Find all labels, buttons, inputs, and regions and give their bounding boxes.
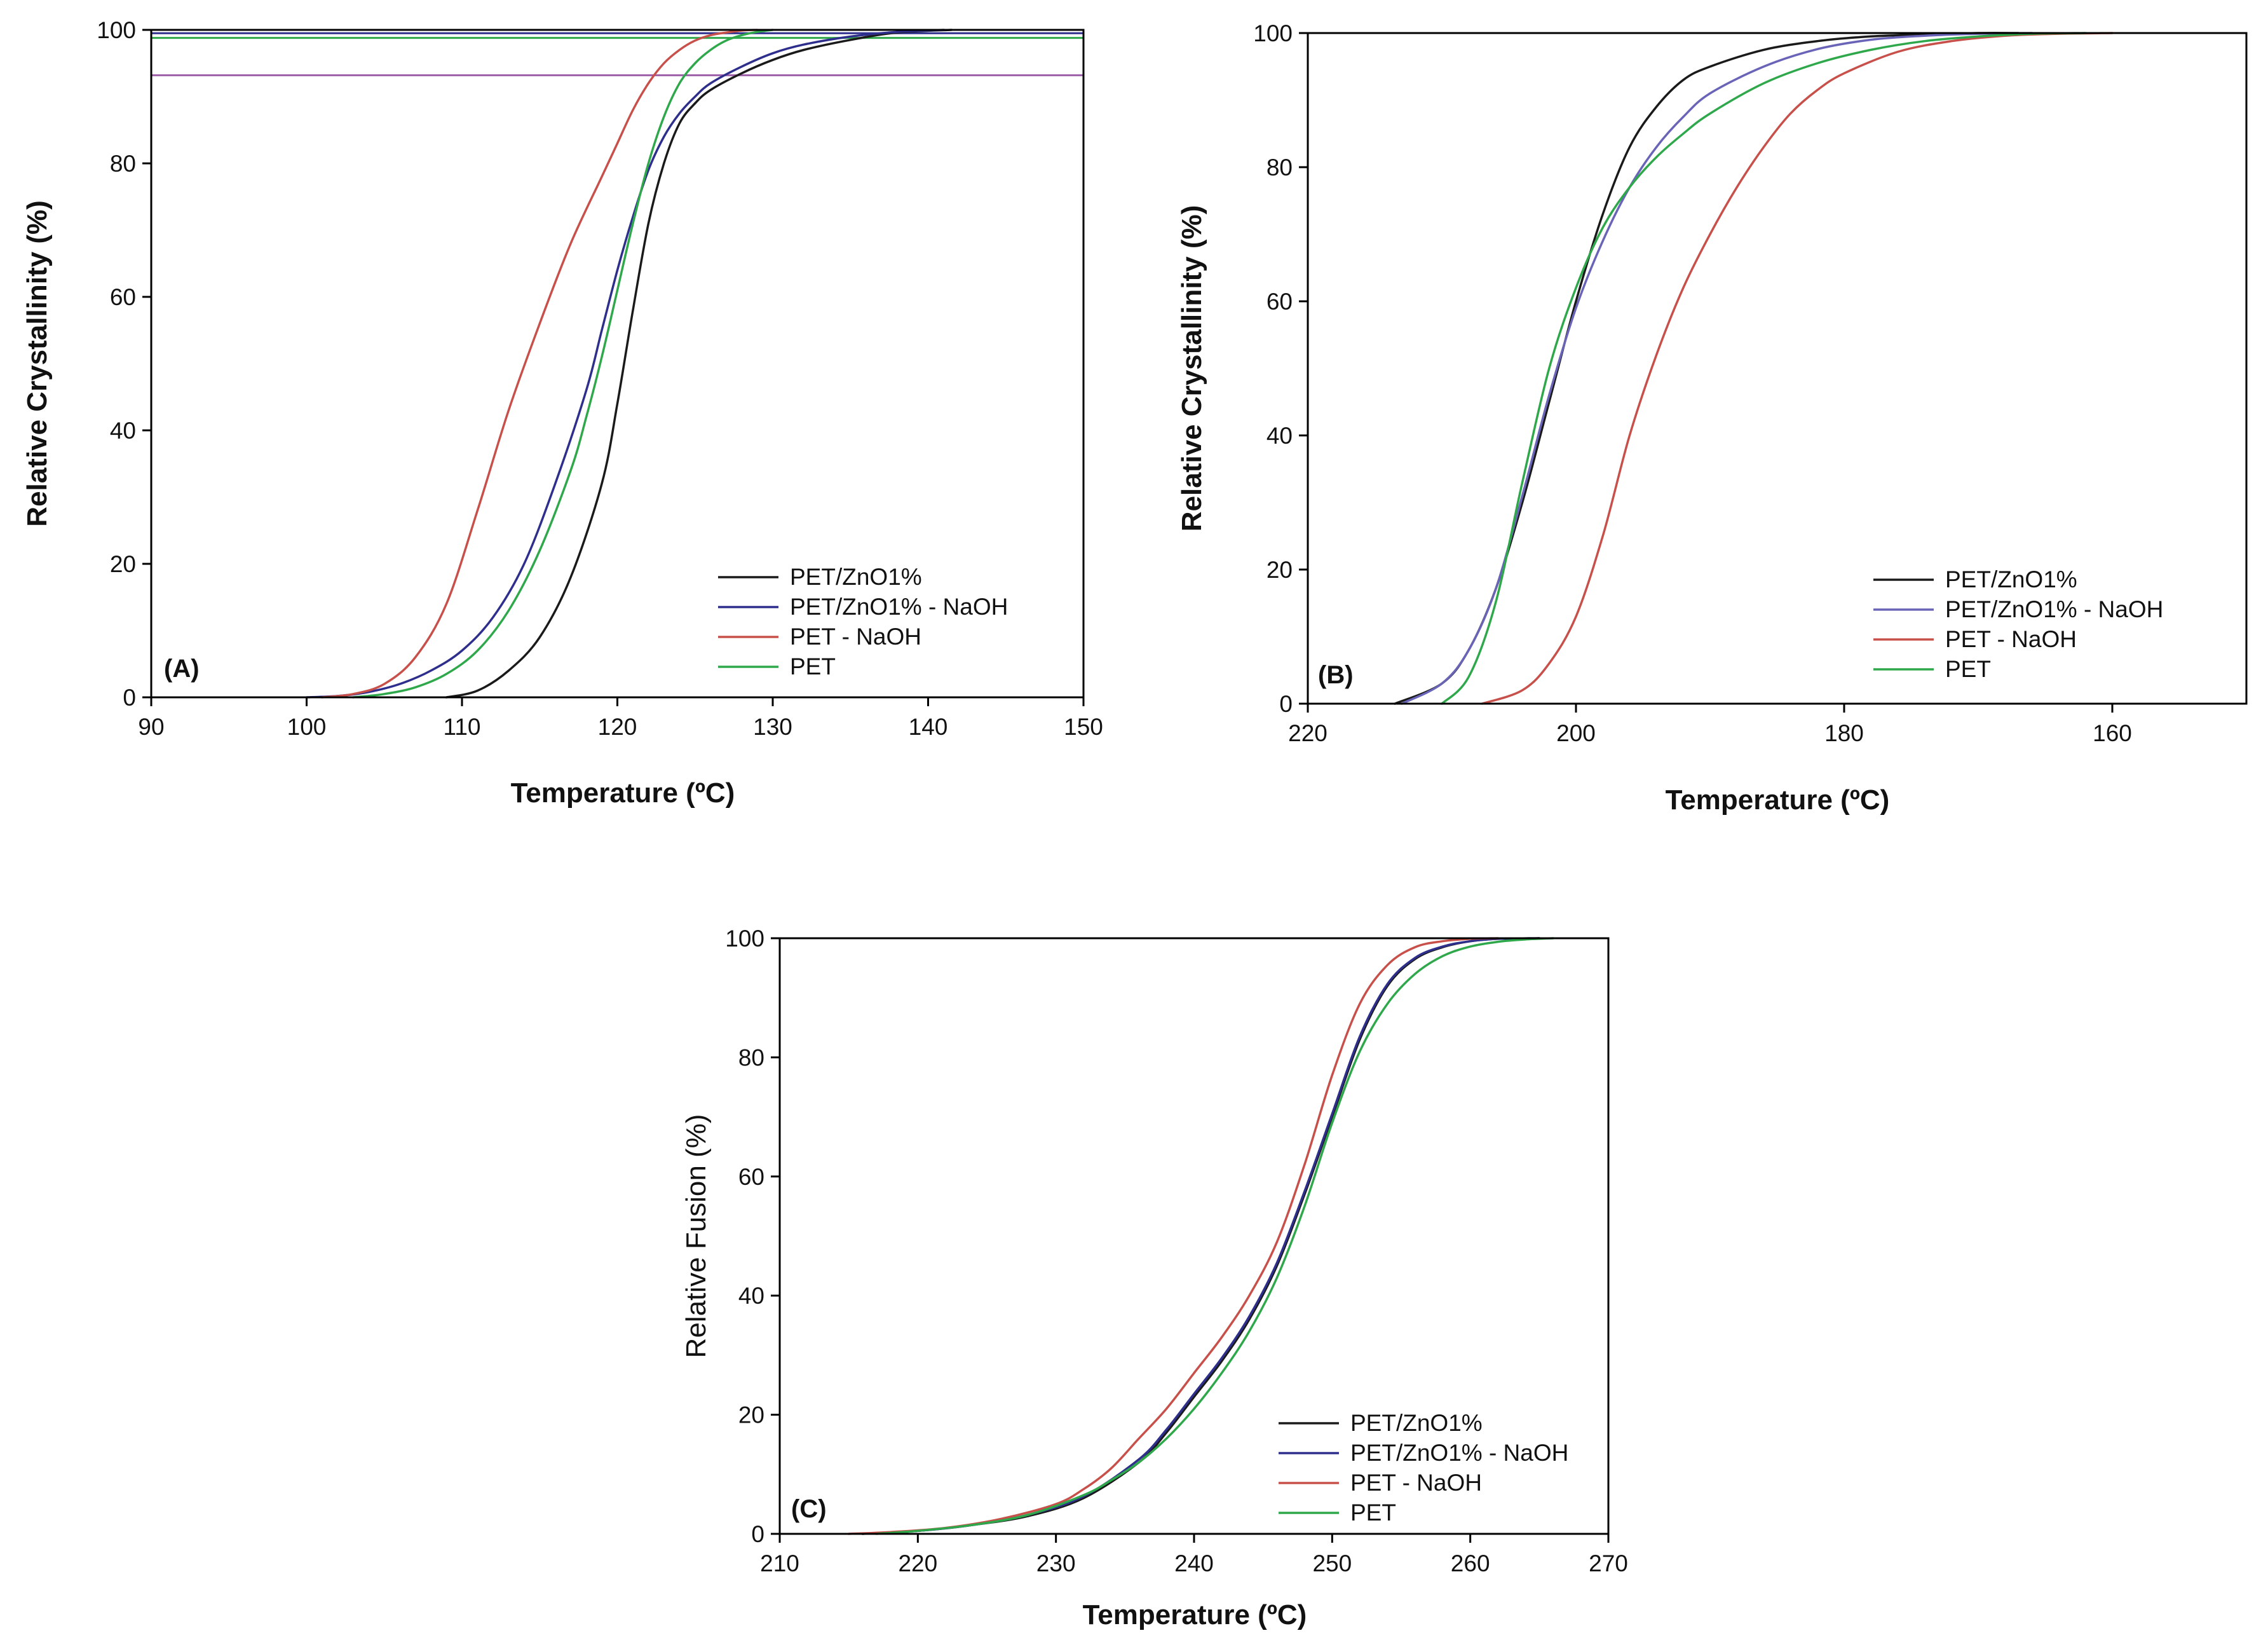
x-tick-label: 210 — [760, 1550, 799, 1576]
y-tick-label: 80 — [1266, 154, 1293, 181]
series-line — [1481, 32, 2114, 705]
series-line — [1394, 32, 2020, 705]
series-line — [445, 29, 953, 699]
legend: PET/ZnO1% PET/ZnO1% - NaOH PET - NaOH PET — [718, 564, 1008, 680]
y-tick-label: 40 — [1266, 423, 1293, 449]
x-tick-label: 220 — [1288, 720, 1328, 746]
chart-panel-a: 90 100 110 120 130 140 150 0 20 40 60 80 100 Temperat… — [22, 17, 1103, 809]
series-line — [352, 29, 774, 699]
legend-entry: PET - NaOH — [1945, 626, 2077, 652]
y-axis-title: Relative Crystallinity (%) — [1176, 205, 1207, 532]
series-line — [847, 937, 1499, 1535]
plot-area-frame — [1307, 32, 2248, 705]
x-tick-label: 160 — [2093, 720, 2132, 746]
x-tick-label: 250 — [1312, 1550, 1352, 1576]
legend-entry: PET/ZnO1% — [790, 564, 922, 590]
chart-panel-c: 210 220 230 240 250 260 270 0 20 40 60 80 100 Tempera… — [681, 926, 1628, 1630]
series-line — [1441, 32, 2087, 705]
y-axis-title: Relative Fusion (%) — [681, 1114, 712, 1358]
x-tick-label: 150 — [1064, 714, 1103, 740]
x-tick-label: 140 — [909, 714, 948, 740]
legend: PET/ZnO1% PET/ZnO1% - NaOH PET - NaOH PET — [1279, 1410, 1568, 1526]
x-tick-label: 220 — [898, 1550, 937, 1576]
y-tick-label: 100 — [97, 17, 136, 43]
x-tick-label: 120 — [598, 714, 637, 740]
series-line — [321, 29, 759, 699]
legend-entry: PET — [1945, 656, 1991, 682]
y-tick-label: 80 — [110, 151, 136, 177]
x-tick-label: 90 — [138, 714, 164, 740]
panel-label: (A) — [164, 655, 200, 683]
x-tick-label: 100 — [287, 714, 327, 740]
y-tick-label: 60 — [110, 284, 136, 310]
y-tick-label: 60 — [1266, 289, 1293, 315]
y-tick-label: 0 — [751, 1521, 764, 1547]
x-tick-label: 270 — [1589, 1550, 1628, 1576]
y-tick-label: 60 — [738, 1164, 764, 1190]
y-tick-label: 20 — [738, 1402, 764, 1428]
x-tick-label: 240 — [1174, 1550, 1214, 1576]
panel-label: (C) — [791, 1495, 827, 1523]
y-tick-label: 20 — [1266, 557, 1293, 583]
legend-entry: PET/ZnO1% - NaOH — [1350, 1440, 1568, 1466]
y-tick-label: 0 — [123, 685, 136, 711]
y-tick-label: 100 — [1253, 20, 1293, 46]
series-line — [875, 937, 1554, 1535]
legend-entry: PET/ZnO1% - NaOH — [790, 594, 1008, 620]
y-tick-label: 40 — [738, 1283, 764, 1309]
y-axis-title: Relative Crystallinity (%) — [22, 200, 53, 527]
legend-entry: PET — [790, 653, 836, 680]
x-tick-label: 200 — [1556, 720, 1596, 746]
legend-entry: PET/ZnO1% - NaOH — [1945, 596, 2163, 622]
y-tick-label: 0 — [1279, 691, 1293, 717]
y-tick-label: 20 — [110, 551, 136, 577]
panel-label: (B) — [1318, 661, 1354, 689]
y-tick-label: 40 — [110, 418, 136, 444]
x-axis-title: Temperature (ºC) — [1666, 784, 1890, 816]
x-tick-label: 130 — [753, 714, 792, 740]
x-tick-label: 260 — [1451, 1550, 1490, 1576]
legend-entry: PET/ZnO1% — [1945, 566, 2077, 592]
legend: PET/ZnO1% PET/ZnO1% - NaOH PET - NaOH PET — [1873, 566, 2163, 682]
legend-entry: PET — [1350, 1500, 1396, 1526]
x-tick-label: 180 — [1824, 720, 1864, 746]
x-tick-label: 230 — [1036, 1550, 1076, 1576]
chart-panel-b: 220 200 180 160 0 20 40 60 80 100 Temperature (ºC)… — [1176, 20, 2248, 816]
x-axis-title: Temperature (ºC) — [1083, 1599, 1307, 1630]
legend-entry: PET - NaOH — [1350, 1470, 1482, 1496]
legend-entry: PET - NaOH — [790, 624, 921, 650]
x-tick-label: 110 — [444, 714, 481, 740]
legend-entry: PET/ZnO1% — [1350, 1410, 1483, 1436]
y-tick-label: 100 — [725, 926, 764, 952]
x-axis-title: Temperature (ºC) — [511, 777, 735, 809]
series-line — [305, 29, 945, 699]
y-tick-label: 80 — [738, 1044, 764, 1070]
